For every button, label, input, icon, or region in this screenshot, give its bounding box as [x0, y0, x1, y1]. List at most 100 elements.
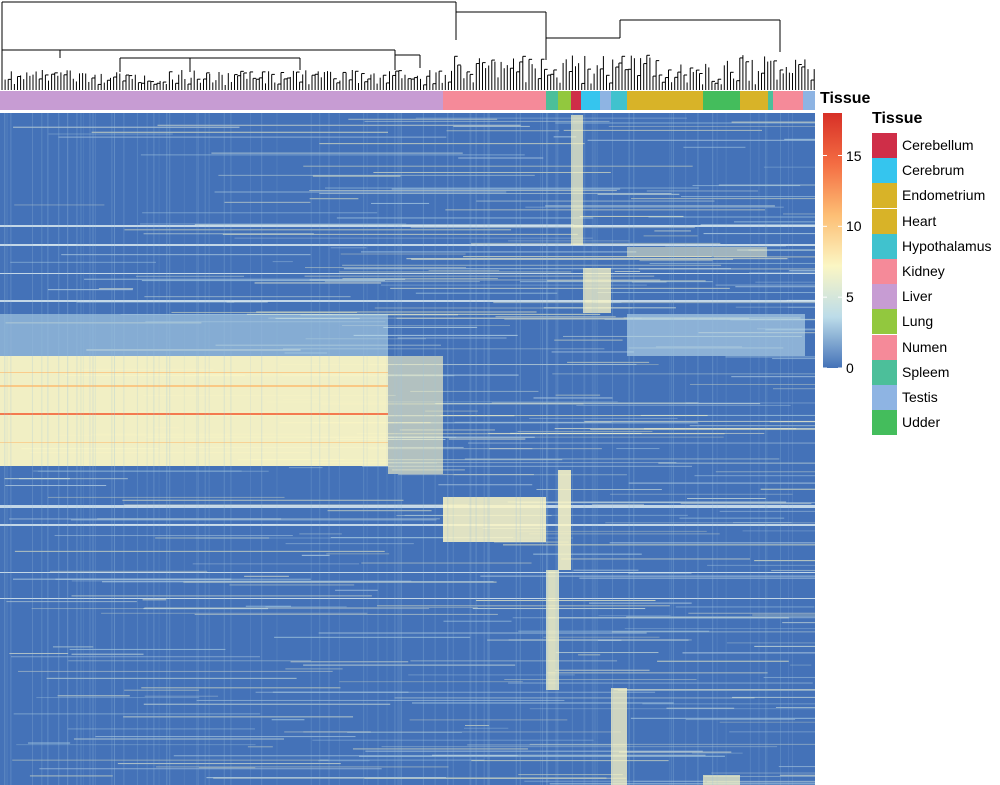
heatmap-column-stripe — [328, 113, 330, 785]
heatmap-streak — [546, 280, 706, 282]
heatmap-streak — [342, 278, 498, 280]
heatmap-streak — [547, 617, 790, 619]
heatmap-column-stripe — [230, 113, 232, 785]
heatmap-bright-row — [0, 524, 815, 526]
heatmap-streak — [369, 364, 637, 366]
heatmap-column-stripe — [250, 113, 252, 785]
heatmap-streak — [679, 517, 785, 519]
heatmap-streak — [135, 275, 245, 277]
heatmap-streak — [101, 612, 368, 614]
heatmap-streak — [694, 475, 815, 477]
heatmap-streak — [551, 351, 634, 353]
heatmap-streak — [285, 668, 343, 670]
legend-title: Tissue — [872, 110, 923, 127]
heatmap-streak — [98, 288, 134, 290]
heatmap-streak — [502, 544, 815, 546]
heatmap-streak — [445, 209, 765, 211]
heatmap-column-stripe — [76, 113, 78, 785]
heatmap-streak — [397, 337, 507, 339]
heatmap-column-stripe — [31, 113, 33, 785]
legend-item-cerebrum: Cerebrum — [872, 158, 1000, 184]
heatmap-column-stripe — [515, 113, 517, 785]
heatmap-streak — [415, 117, 687, 119]
heatmap-streak — [642, 703, 815, 705]
heatmap-streak — [464, 458, 780, 460]
heatmap-streak — [335, 589, 378, 591]
heatmap-column-stripe — [671, 113, 673, 785]
heatmap-streak — [735, 306, 815, 308]
heatmap-column-stripe — [319, 113, 321, 785]
heatmap-streak — [10, 261, 156, 263]
heatmap-streak — [222, 233, 578, 235]
heatmap-streak — [630, 717, 815, 719]
heatmap-streak — [471, 760, 669, 762]
heatmap-streak — [91, 131, 389, 133]
heatmap-streak — [438, 484, 533, 486]
heatmap-streak — [303, 165, 693, 167]
heatmap-streak — [771, 569, 815, 571]
heatmap-streak — [352, 748, 528, 750]
heatmap-streak — [37, 470, 269, 472]
heatmap-column-stripe — [400, 113, 402, 785]
annotation-segment-lung — [558, 91, 571, 110]
heatmap-streak — [584, 420, 815, 422]
heatmap-streak — [611, 631, 815, 633]
heatmap-streak — [617, 689, 815, 691]
heatmap-streak — [555, 652, 659, 654]
heatmap-column-stripe — [685, 113, 687, 785]
heatmap-streak — [518, 774, 623, 776]
heatmap-streak — [464, 724, 490, 726]
heatmap-streak — [616, 448, 660, 450]
heatmap-streak — [122, 499, 404, 501]
heatmap-streak — [319, 759, 485, 761]
legend-item-heart: Heart — [872, 208, 1000, 234]
heatmap-streak — [742, 530, 815, 532]
heatmap-column-stripe — [10, 113, 12, 785]
heatmap-streak — [124, 229, 512, 231]
heatmap-streak — [303, 664, 516, 666]
heatmap-streak — [658, 462, 815, 464]
colorbar-gradient — [823, 113, 842, 368]
heatmap-streak — [9, 518, 282, 520]
heatmap-streak — [657, 660, 789, 662]
heatmap-streak — [380, 284, 647, 286]
heatmap-streak — [639, 260, 713, 262]
heatmap-streak — [443, 620, 512, 622]
heatmap-streak — [552, 373, 815, 375]
heatmap-column-stripe — [611, 113, 613, 785]
heatmap-streak — [218, 174, 535, 176]
heatmap-streak — [156, 766, 449, 768]
heatmap-streak — [529, 533, 720, 535]
heatmap-streak — [58, 136, 447, 138]
heatmap-streak — [390, 287, 730, 289]
heatmap-streak — [364, 120, 610, 122]
heatmap-streak — [715, 284, 815, 286]
heatmap-column-stripe — [136, 113, 138, 785]
legend-label: Heart — [902, 212, 937, 229]
heatmap-streak — [14, 550, 385, 552]
heatmap-streak — [412, 702, 674, 704]
heatmap-column-stripe — [475, 113, 477, 785]
heatmap-column-stripe — [470, 113, 472, 785]
heatmap-streak — [735, 286, 815, 288]
heatmap-streak — [272, 261, 293, 263]
heatmap-streak — [69, 648, 226, 650]
heatmap-streak — [123, 716, 354, 718]
annotation-segment-heart — [740, 91, 768, 110]
heatmap-streak — [737, 249, 815, 251]
legend-swatch — [872, 284, 897, 310]
heatmap-streak — [778, 766, 815, 768]
heatmap-column-stripe — [594, 113, 596, 785]
heatmap-streak — [410, 660, 618, 662]
annotation-segment-numen — [773, 91, 803, 110]
heatmap-streak — [495, 316, 616, 318]
heatmap-streak — [707, 781, 815, 783]
heatmap-streak — [467, 744, 626, 746]
heatmap-streak — [446, 130, 560, 132]
heatmap-streak — [341, 325, 511, 327]
heatmap-column-stripe — [716, 113, 718, 785]
heatmap-streak — [755, 281, 815, 283]
heatmap-streak — [245, 605, 292, 607]
heatmap-streak — [529, 417, 678, 419]
heatmap-column-stripe — [766, 113, 768, 785]
